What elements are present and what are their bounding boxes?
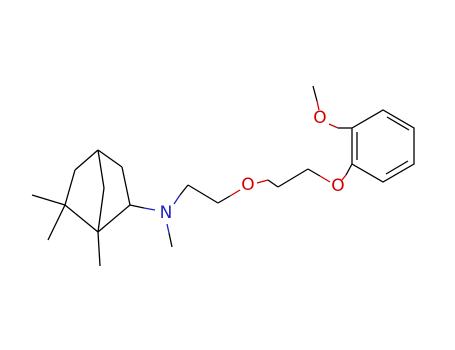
- atom-label: N: [160, 203, 173, 223]
- atom-label: O: [313, 108, 326, 128]
- atom-label: O: [331, 176, 344, 196]
- bonds: [31, 85, 415, 267]
- atom-label: O: [241, 175, 254, 195]
